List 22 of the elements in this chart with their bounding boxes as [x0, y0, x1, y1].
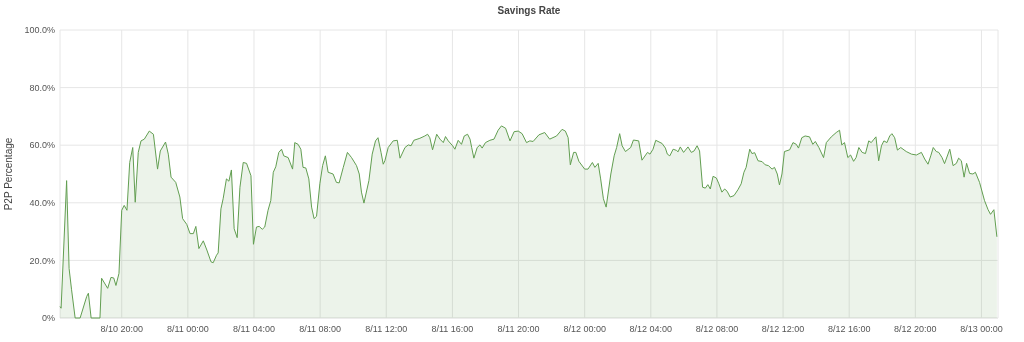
x-tick-label: 8/10 20:00	[100, 324, 143, 334]
y-tick-label: 20.0%	[29, 255, 55, 266]
x-tick-label: 8/11 20:00	[497, 324, 540, 334]
y-tick-label: 60.0%	[29, 140, 55, 151]
x-tick-label: 8/11 08:00	[299, 324, 342, 334]
x-tick-label: 8/13 00:00	[960, 324, 1003, 334]
y-tick-label: 100.0%	[24, 25, 55, 36]
y-tick-label: 0%	[41, 313, 55, 324]
x-tick-label: 8/12 04:00	[629, 324, 673, 334]
chart-title: Savings Rate	[497, 5, 561, 16]
x-tick-label: 8/12 08:00	[695, 324, 739, 334]
x-tick-label: 8/11 16:00	[431, 324, 474, 334]
x-tick-label: 8/12 16:00	[827, 324, 871, 334]
x-tick-label: 8/11 00:00	[166, 324, 209, 334]
x-tick-label: 8/12 00:00	[563, 324, 606, 334]
x-tick-label: 8/12 20:00	[894, 324, 937, 334]
y-tick-label: 80.0%	[29, 82, 55, 93]
y-tick-label: 40.0%	[29, 197, 55, 208]
x-tick-label: 8/11 12:00	[365, 324, 408, 334]
x-tick-label: 8/11 04:00	[233, 324, 275, 334]
x-tick-label: 8/12 12:00	[761, 324, 805, 334]
y-axis-title: P2P Percentage	[3, 137, 14, 211]
